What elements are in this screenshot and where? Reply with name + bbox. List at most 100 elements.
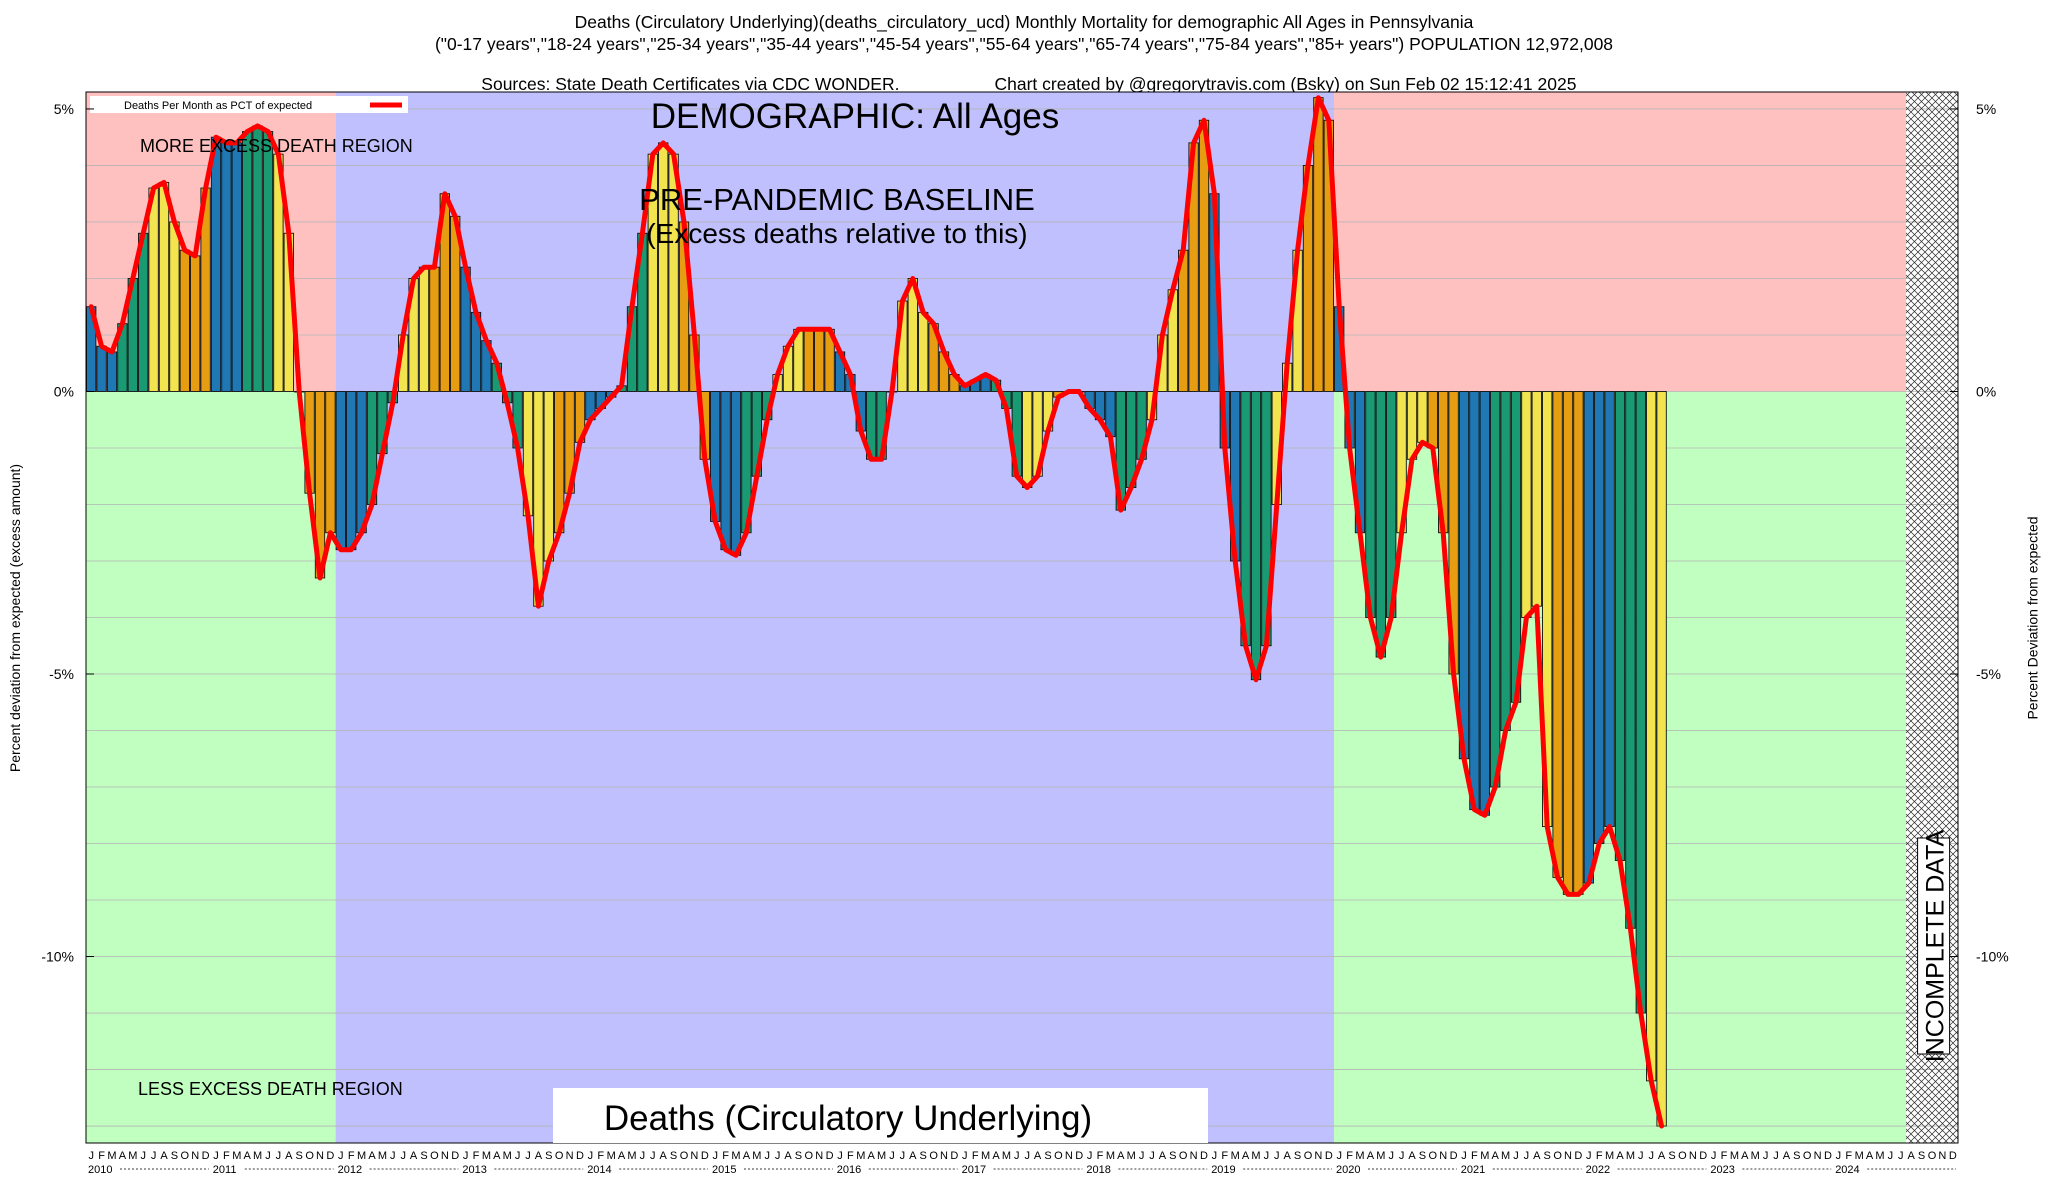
x-tick-month: J [1524,1150,1530,1162]
x-tick-month: M [1376,1150,1385,1162]
x-tick-month: F [1221,1150,1228,1162]
baseline-label: PRE-PANDEMIC BASELINE [639,182,1035,217]
x-tick-month: S [296,1150,303,1162]
x-tick-month: N [815,1150,823,1162]
x-tick-month: N [1814,1150,1822,1162]
x-tick-month: M [1626,1150,1635,1162]
bar [325,391,336,534]
x-tick-year: 2021 [1461,1164,1485,1176]
x-tick-year: 2023 [1710,1164,1734,1176]
x-tick-month: J [1264,1150,1270,1162]
y-tick-label-right: -10% [1976,949,2009,965]
x-tick-month: S [670,1150,677,1162]
x-tick-month: J [390,1150,396,1162]
x-tick-month: F [847,1150,854,1162]
bottom-label-box [553,1088,1208,1143]
x-tick-year: 2010 [88,1164,112,1176]
bar [1500,391,1511,731]
x-tick-month: J [338,1150,344,1162]
x-tick-month: D [326,1150,334,1162]
x-tick-month: A [160,1150,168,1162]
chart-title-line-1: Deaths (Circulatory Underlying)(deaths_c… [574,12,1474,32]
x-tick-month: J [764,1150,770,1162]
x-tick-month: J [962,1150,968,1162]
x-tick-month: M [877,1150,886,1162]
x-tick-month: M [253,1150,262,1162]
x-tick-month: A [1284,1150,1292,1162]
x-tick-month: A [660,1150,668,1162]
incomplete-data-label: INCOMPLETE DATA [1922,829,1950,1062]
x-tick-month: J [1711,1150,1717,1162]
x-tick-month: S [1169,1150,1176,1162]
x-tick-month: N [316,1150,324,1162]
x-tick-month: O [680,1150,689,1162]
x-tick-month: M [1751,1150,1760,1162]
series-line-path [88,95,1665,1129]
x-tick-month: O [805,1150,814,1162]
x-tick-month: M [232,1150,241,1162]
x-tick-month: J [1024,1150,1030,1162]
x-tick-month: J [213,1150,219,1162]
x-tick-month: A [992,1150,1000,1162]
x-tick-month: D [950,1150,958,1162]
x-tick-month: N [1190,1150,1198,1162]
x-tick-month: F [98,1150,105,1162]
x-tick-month: A [618,1150,626,1162]
x-tick-month: D [1824,1150,1832,1162]
x-tick-year: 2017 [962,1164,986,1176]
x-tick-year: 2019 [1211,1164,1235,1176]
bar [242,131,253,392]
x-tick-month: D [701,1150,709,1162]
x-tick-month: J [400,1150,406,1162]
x-tick-month: D [1574,1150,1582,1162]
x-tick-month: S [1544,1150,1551,1162]
x-tick-month: S [1419,1150,1426,1162]
x-tick-month: D [826,1150,834,1162]
bar [231,142,242,392]
bar [190,255,201,392]
annotations: DEMOGRAPHIC: All Ages PRE-PANDEMIC BASELI… [90,96,1951,1143]
bar [210,136,222,392]
x-tick-month: A [244,1150,252,1162]
bar [169,221,180,392]
x-tick-year: 2018 [1086,1164,1110,1176]
bar [1469,391,1480,811]
y-axis-label-left: Percent deviation from expected (excess … [7,463,24,772]
x-tick-month: J [1898,1150,1904,1162]
bar [1614,391,1626,861]
x-tick-month: M [607,1150,616,1162]
x-tick-month: O [1678,1150,1687,1162]
x-tick-month: J [712,1150,718,1162]
bar [918,311,929,392]
x-tick-month: S [1668,1150,1675,1162]
region-3 [1334,92,1906,392]
x-tick-month: M [128,1150,137,1162]
x-tick-month: D [202,1150,210,1162]
x-tick-month: S [1918,1150,1925,1162]
x-tick-month: M [1231,1150,1240,1162]
x-tick-month: A [1117,1150,1125,1162]
region-1 [86,391,336,1143]
x-tick-month: J [1139,1150,1145,1162]
bar [158,181,170,392]
x-tick-month: O [1803,1150,1812,1162]
x-tick-month: S [1793,1150,1800,1162]
x-tick-month: A [1616,1150,1624,1162]
chart-title-line-2: ("0-17 years","18-24 years","25-34 years… [434,34,1614,54]
bar [1490,391,1501,788]
bar [814,328,825,392]
sources-text: Sources: State Death Certificates via CD… [481,74,900,94]
bar [658,142,669,392]
x-tick-month: A [1783,1150,1791,1162]
bar [1417,391,1428,443]
y-axis-label-right: Percent Deviation from expected [2024,515,2041,720]
bar [1656,391,1667,1127]
chart-title-line-3: Sources: State Death Certificates via CD… [0,54,2048,94]
x-tick-month: F [1721,1150,1728,1162]
x-tick-month: M [731,1150,740,1162]
x-tick-month: S [795,1150,802,1162]
x-tick-month: S [420,1150,427,1162]
x-tick-month: O [1304,1150,1313,1162]
x-tick-month: N [566,1150,574,1162]
x-tick-month: F [348,1150,355,1162]
